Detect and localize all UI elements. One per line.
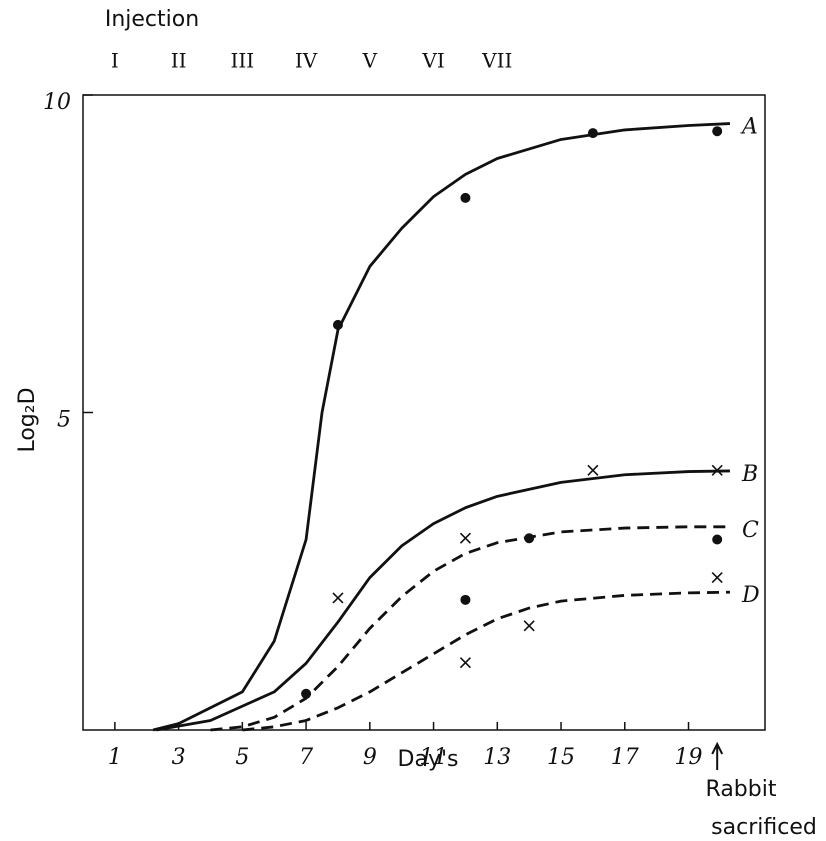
x-tick-label: 9 bbox=[363, 745, 377, 770]
x-tick-label: 1 bbox=[108, 745, 122, 770]
x-tick-label: 13 bbox=[483, 745, 511, 770]
y-tick-label: 10 bbox=[43, 90, 71, 115]
x-tick-label: 17 bbox=[611, 745, 639, 770]
cross-marker bbox=[332, 592, 344, 604]
injection-label: VI bbox=[421, 49, 444, 73]
curve-label: D bbox=[741, 583, 760, 608]
x-tick-label: 19 bbox=[675, 745, 703, 770]
x-tick-label: 3 bbox=[172, 745, 186, 770]
injection-title: Injection bbox=[105, 7, 199, 32]
x-axis-label: Day's bbox=[398, 747, 459, 772]
cross-marker bbox=[523, 620, 535, 632]
injection-label: V bbox=[362, 49, 378, 73]
y-tick-label: 5 bbox=[57, 408, 71, 433]
curve-label: B bbox=[741, 462, 758, 487]
plot-frame bbox=[82, 94, 766, 731]
dot-marker bbox=[524, 533, 535, 544]
x-tick-label: 11 bbox=[420, 745, 448, 770]
cross-marker bbox=[711, 464, 723, 476]
x-tick-label: 5 bbox=[235, 745, 249, 770]
dot-marker bbox=[712, 534, 723, 545]
annotation-text: sacrificed bbox=[711, 815, 817, 840]
injection-label: VII bbox=[481, 49, 512, 73]
cross-marker bbox=[587, 464, 599, 476]
injection-label: II bbox=[171, 49, 187, 73]
cross-marker bbox=[459, 657, 471, 669]
curve bbox=[242, 590, 730, 732]
cross-marker bbox=[459, 532, 471, 544]
dot-marker bbox=[587, 128, 598, 139]
annotation-text: Rabbit bbox=[706, 777, 777, 802]
x-tick-label: 15 bbox=[547, 745, 575, 770]
injection-label: I bbox=[111, 49, 119, 73]
x-tick-label: 7 bbox=[299, 745, 313, 770]
dot-marker bbox=[712, 126, 723, 137]
dot-marker bbox=[460, 594, 471, 605]
curve-label: C bbox=[742, 518, 759, 543]
dot-marker bbox=[301, 688, 312, 699]
curve bbox=[156, 469, 730, 732]
annotation-arrow bbox=[711, 741, 724, 770]
cross-marker bbox=[711, 572, 723, 584]
curve-label: A bbox=[740, 115, 758, 140]
curve bbox=[152, 122, 731, 732]
y-axis-label: Log₂D bbox=[15, 387, 40, 452]
dot-marker bbox=[460, 192, 471, 203]
dot-marker bbox=[332, 319, 343, 330]
curve bbox=[210, 525, 730, 732]
injection-label: III bbox=[230, 49, 254, 73]
injection-label: IV bbox=[295, 49, 318, 73]
